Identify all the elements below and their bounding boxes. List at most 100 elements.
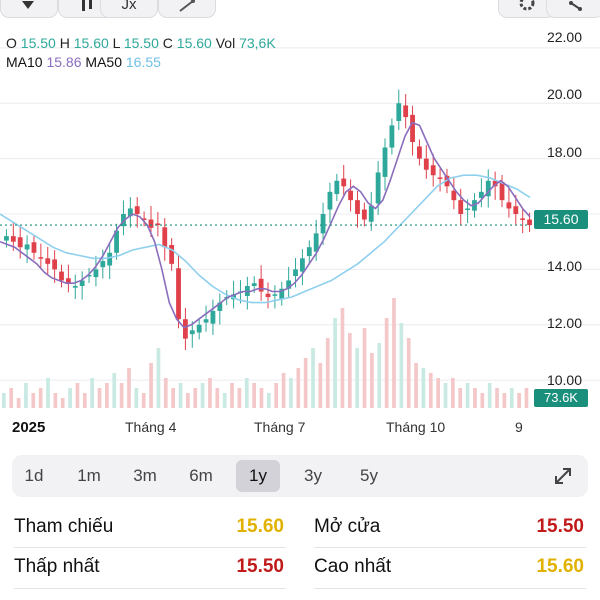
volume-bar: [200, 383, 205, 408]
candle-body: [527, 219, 532, 226]
volume-bar: [399, 323, 404, 408]
candle-body: [472, 200, 477, 211]
range-1m[interactable]: 1m: [77, 466, 101, 485]
volume-bar: [473, 388, 477, 408]
volume-bar: [421, 368, 426, 408]
indicator-button[interactable]: Jx: [100, 0, 158, 18]
volume-bar: [509, 388, 514, 408]
x-axis-label: Tháng 10: [386, 419, 446, 435]
range-3y[interactable]: 3y: [304, 466, 322, 485]
range-1d[interactable]: 1d: [24, 466, 44, 485]
volume-bar: [406, 338, 411, 408]
volume-bar: [193, 388, 198, 408]
candle-body: [293, 269, 298, 277]
candle-body: [155, 223, 161, 226]
volume-bar: [502, 393, 507, 408]
low-value: 15.50: [123, 35, 159, 51]
y-tick-label: 12.00: [546, 315, 582, 331]
volume-bar: [524, 388, 529, 408]
volume-bar: [127, 368, 131, 408]
candle-body: [107, 252, 113, 266]
volume-bar: [281, 373, 286, 408]
current-price-tag: 15.60: [534, 210, 588, 229]
hand-tool-button[interactable]: [0, 0, 58, 18]
candle-body: [162, 227, 168, 248]
open-price-label: Mở cửa: [314, 516, 381, 537]
volume-bar: [75, 383, 80, 408]
x-axis-label: Tháng 7: [254, 419, 306, 435]
settings-gear-icon: [517, 0, 537, 13]
volume-bar: [289, 378, 293, 408]
reference-price-label: Tham chiếu: [14, 516, 114, 537]
range-6m[interactable]: 6m: [189, 466, 213, 485]
low-price-value: 15.50: [236, 556, 284, 577]
volume-bar: [2, 393, 6, 408]
time-range-selector: 1d 1m 3m 6m 1y 3y 5y: [12, 455, 588, 497]
volume-bar: [436, 378, 440, 408]
candle-body: [86, 274, 92, 277]
volume-bar: [31, 393, 36, 408]
volume-bar: [333, 318, 337, 408]
volume-bar: [495, 388, 499, 408]
share-button[interactable]: [546, 0, 600, 18]
volume-bar: [274, 383, 279, 408]
volume-bar: [392, 298, 396, 408]
high-price-value: 15.60: [536, 556, 584, 577]
candle-body: [300, 258, 305, 272]
volume-bar: [141, 393, 146, 408]
volume-bar: [112, 373, 117, 408]
price-chart[interactable]: [0, 24, 600, 412]
range-3m[interactable]: 3m: [133, 466, 157, 485]
candle-body: [148, 219, 154, 228]
y-tick-label: 18.00: [546, 144, 582, 160]
volume-bar: [237, 388, 242, 408]
volume-bar: [325, 338, 330, 408]
expand-icon[interactable]: [550, 463, 576, 489]
candle-body: [286, 280, 292, 289]
candle-body: [327, 191, 333, 210]
volume-bar: [149, 363, 153, 408]
candle-body: [341, 178, 347, 187]
candle-body: [423, 158, 429, 170]
candle-body: [217, 302, 223, 311]
candle-body: [258, 278, 264, 292]
candle-body: [189, 330, 195, 335]
candle-body: [403, 105, 409, 118]
candle-body: [499, 181, 505, 201]
volume-bar: [38, 388, 43, 408]
candle-body: [375, 172, 381, 204]
volume-bar: [9, 388, 14, 408]
volume-bar: [303, 358, 308, 408]
candle-body: [79, 280, 85, 286]
candle-body: [513, 206, 519, 214]
ma10-value: 15.86: [46, 54, 82, 70]
candle-body: [114, 230, 119, 253]
high-value: 15.60: [73, 35, 109, 51]
volume-bar: [186, 393, 190, 408]
range-1y[interactable]: 1y: [236, 460, 280, 492]
volume-bar: [377, 343, 382, 408]
candle-body: [279, 288, 285, 299]
candle-body: [203, 319, 209, 323]
volume-bar: [355, 348, 360, 408]
indicator-fx-icon: Jx: [121, 0, 137, 13]
volume-bar: [68, 388, 72, 408]
volume-bar: [517, 393, 521, 408]
volume-bar: [215, 388, 220, 408]
candle-body: [437, 177, 443, 179]
volume-bar: [252, 383, 256, 408]
candle-body: [10, 236, 16, 242]
candle-body: [410, 114, 415, 142]
range-5y[interactable]: 5y: [360, 466, 378, 485]
candle-body: [59, 271, 64, 281]
drawing-tool-button[interactable]: [158, 0, 216, 18]
candle-body: [492, 180, 498, 187]
volume-bar: [370, 353, 374, 408]
candlestick-chart-svg[interactable]: [0, 24, 600, 412]
volume-bar: [443, 383, 448, 408]
candle-body: [100, 261, 106, 268]
low-label: L: [112, 35, 120, 51]
close-value: 15.60: [176, 35, 212, 51]
candle-body: [134, 206, 140, 214]
volume-bar: [428, 373, 433, 408]
